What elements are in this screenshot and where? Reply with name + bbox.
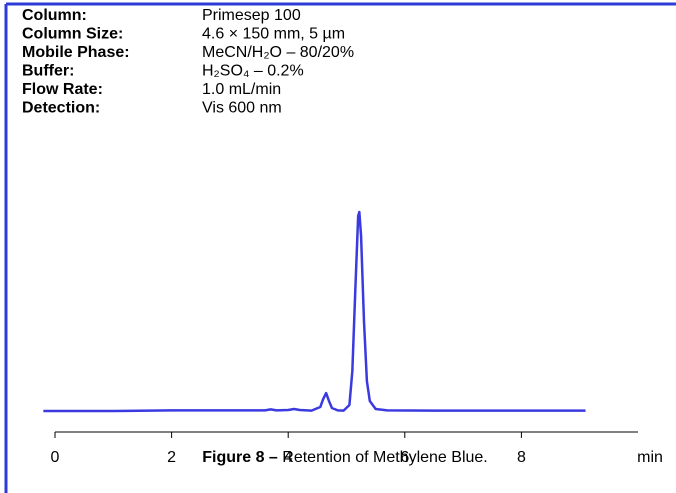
condition-value: Vis 600 nm: [202, 100, 282, 117]
x-tick-label: 8: [517, 449, 526, 466]
condition-label: Column Size:: [22, 26, 123, 43]
x-tick-label: 6: [400, 449, 409, 466]
conditions: Column: Primesep 100 Column Size: 4.6 × 150…: [22, 7, 354, 117]
condition-label: Buffer:: [22, 63, 74, 80]
condition-label: Column:: [22, 7, 87, 24]
trace: [43, 210, 586, 413]
condition-value: Primesep 100: [202, 7, 301, 24]
x-tick-label: 0: [51, 449, 60, 466]
condition-value: H₂SO₄ – 0.2%: [202, 63, 304, 80]
condition-value: MeCN/H₂O – 80/20%: [202, 44, 354, 61]
caption: Figure 8 – Retention of Methylene Blue.: [202, 449, 488, 466]
condition-label: Flow Rate:: [22, 81, 103, 98]
caption-text: Retention of Methylene Blue.: [282, 449, 487, 466]
condition-label: Mobile Phase:: [22, 44, 130, 61]
x-axis-label: min: [637, 449, 663, 466]
x-tick-label: 2: [167, 449, 176, 466]
condition-label: Detection:: [22, 100, 100, 117]
condition-value: 1.0 mL/min: [202, 81, 281, 98]
condition-value: 4.6 × 150 mm, 5 µm: [202, 26, 345, 43]
caption-label: Figure 8 –: [202, 449, 278, 466]
x-tick-label: 4: [284, 449, 293, 466]
